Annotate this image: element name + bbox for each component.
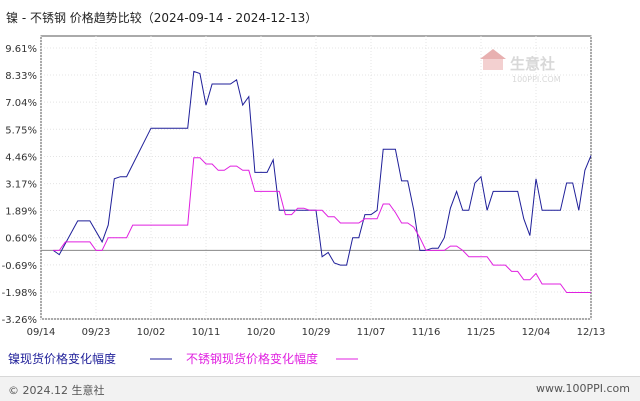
x-tick-label: 10/29 [302,327,331,338]
watermark-name: 生意社 [510,55,555,73]
y-tick-label: -0.69% [2,261,37,272]
chart-title: 镍 - 不锈钢 价格趋势比较（2024-09-14 - 2024-12-13） [6,10,317,25]
y-tick-label: 1.89% [5,207,37,218]
price-trend-chart: 镍 - 不锈钢 价格趋势比较（2024-09-14 - 2024-12-13） … [2,10,606,366]
x-tick-label: 12/04 [522,327,551,338]
legend-label-nickel: 镍现货价格变化幅度 [8,351,116,366]
y-tick-label: -1.98% [2,288,37,299]
x-tick-label: 12/13 [577,327,606,338]
x-tick-label: 10/02 [137,327,166,338]
x-tick-label: 09/23 [82,327,111,338]
y-tick-label: 0.60% [5,234,37,245]
series-line-stainless-steel [53,157,591,293]
legend-label-stainless-steel: 不锈钢现货价格变化幅度 [186,351,318,366]
y-tick-label: 3.17% [5,180,37,191]
watermark-house-icon [483,58,503,70]
x-tick-label: 10/11 [192,327,221,338]
footer-bar: © 2024.12 生意社 www.100PPI.com [0,376,640,401]
y-tick-label: 5.75% [5,125,37,136]
watermark-roof-icon [480,49,506,59]
x-tick-label: 11/07 [357,327,386,338]
grid-lines [40,36,592,320]
series-line-nickel [52,70,592,266]
y-tick-label: 9.61% [5,44,37,55]
legend: 镍现货价格变化幅度 不锈钢现货价格变化幅度 [8,351,358,366]
x-tick-label: 09/14 [27,327,56,338]
y-tick-label: -3.26% [2,315,37,326]
x-tick-label: 10/20 [247,327,276,338]
x-tick-label: 11/25 [467,327,496,338]
watermark-url: 100PPI.COM [512,75,561,84]
footer-copyright: © 2024.12 生意社 [8,384,105,397]
x-axis-ticks: 09/14 09/23 10/02 10/11 10/20 10/29 11/07 11/16… [27,327,606,338]
footer-site-link[interactable]: www.100PPI.com [536,382,630,395]
y-tick-label: 7.04% [5,98,37,109]
x-tick-label: 11/16 [412,327,441,338]
watermark-logo: 生意社 100PPI.COM [480,49,561,84]
y-tick-label: 4.46% [5,152,37,163]
y-tick-label: 8.33% [5,71,37,82]
y-axis-ticks: 9.61% 8.33% 7.04% 5.75% 4.46% 3.17% 1.89% 0.60%… [2,44,37,326]
